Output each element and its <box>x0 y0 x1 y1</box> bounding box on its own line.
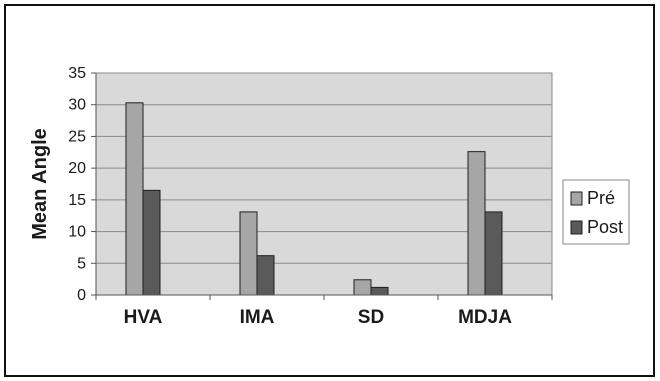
bar-ima-pre <box>239 211 258 296</box>
y-tick-label: 15 <box>68 192 86 209</box>
x-axis: HVA IMA SD MDJA <box>95 294 553 328</box>
bar-hva-post <box>142 189 161 296</box>
y-tick-label: 30 <box>68 97 86 114</box>
legend-swatch <box>570 220 583 235</box>
y-tick-label: 5 <box>77 255 86 272</box>
bar-sd-pre <box>353 279 372 296</box>
bar-sd-post <box>370 286 389 296</box>
bar-mdja-post <box>484 211 503 296</box>
y-tick-label: 25 <box>68 128 86 145</box>
y-axis: 0 5 10 15 20 25 30 35 <box>68 65 97 304</box>
x-tick-label: HVA <box>124 307 163 328</box>
legend-label: Pré <box>587 188 615 208</box>
legend-label: Post <box>587 217 623 237</box>
x-tick-label: MDJA <box>458 307 512 328</box>
bar-hva-pre <box>125 102 144 296</box>
y-tick-label: 0 <box>77 287 86 304</box>
y-tick-label: 20 <box>68 160 86 177</box>
bars <box>125 102 503 296</box>
bar-ima-post <box>256 255 275 296</box>
y-tick-label: 10 <box>68 224 86 241</box>
legend: Pré Post <box>562 179 630 245</box>
legend-swatch <box>570 191 583 206</box>
y-axis-label: Mean Angle <box>29 128 51 240</box>
x-tick-label: IMA <box>240 307 275 328</box>
bar-mdja-pre <box>467 151 486 296</box>
y-tick-label: 35 <box>68 65 86 82</box>
x-tick-label: SD <box>358 307 384 328</box>
